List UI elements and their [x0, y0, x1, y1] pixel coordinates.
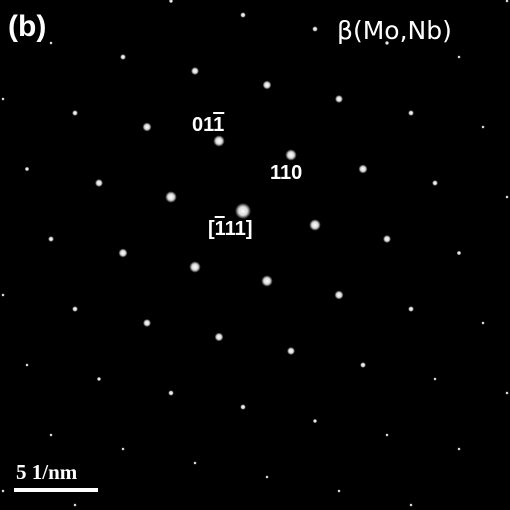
diffraction-spot	[189, 261, 201, 273]
diffraction-spot	[505, 391, 509, 395]
diffraction-spot	[335, 95, 343, 103]
diffraction-spot	[143, 319, 151, 327]
diffraction-spot	[261, 275, 273, 287]
diffraction-spot	[165, 191, 177, 203]
diffraction-spot	[72, 110, 78, 116]
diffraction-spot	[213, 135, 225, 147]
diffraction-spot	[142, 122, 152, 132]
panel-label: (b)	[8, 10, 47, 43]
diffraction-spot	[309, 219, 321, 231]
diffraction-spot	[505, 195, 509, 199]
diffraction-spot	[337, 489, 341, 493]
diffraction-spot	[409, 503, 413, 507]
diffraction-spot	[334, 290, 344, 300]
index-barred-digit: 1	[213, 114, 225, 136]
diffraction-spot	[384, 40, 390, 46]
diffraction-spot	[383, 235, 391, 243]
diffraction-spot	[457, 55, 461, 59]
diffraction-spot	[120, 54, 126, 60]
diffraction-spot	[118, 248, 128, 258]
miller-index-011: 011	[192, 114, 224, 137]
diffraction-spot	[456, 250, 462, 256]
diffraction-spot	[1, 293, 5, 297]
scale-bar	[14, 488, 98, 492]
diffraction-spot	[312, 418, 318, 424]
diffraction-spot	[287, 347, 295, 355]
diffraction-spot	[1, 489, 5, 493]
diffraction-spot	[168, 0, 174, 4]
diffraction-spot	[408, 110, 414, 116]
diffraction-spot	[1, 97, 5, 101]
zone-axis-label: [111]	[208, 218, 253, 241]
diffraction-spot	[265, 475, 269, 479]
phase-label: β(Mo,Nb)	[337, 16, 452, 45]
miller-index-110: 110	[270, 162, 303, 184]
scale-bar-label: 5 1/nm	[16, 460, 78, 484]
diffraction-spot	[214, 332, 224, 342]
diffraction-spot	[240, 404, 246, 410]
transmitted-beam-spot	[235, 203, 251, 219]
diffraction-spot	[72, 306, 78, 312]
diffraction-spot	[49, 41, 53, 45]
diffraction-spot	[95, 179, 103, 187]
diffraction-spot	[121, 447, 125, 451]
diffraction-spot	[240, 12, 246, 18]
diffraction-spot	[96, 376, 102, 382]
diffraction-spot	[48, 236, 54, 242]
diffraction-spot	[385, 433, 389, 437]
diffraction-spot	[358, 164, 368, 174]
diffraction-spot	[24, 166, 30, 172]
diffraction-spot	[457, 447, 461, 451]
diffraction-spot	[49, 433, 53, 437]
diffraction-spot	[25, 363, 29, 367]
diffraction-spot	[432, 180, 438, 186]
diffraction-spot	[285, 149, 297, 161]
zone-open-bracket: [	[208, 218, 215, 240]
diffraction-spot	[360, 362, 366, 368]
diffraction-spot	[312, 26, 318, 32]
zone-barred-digit: 1	[214, 218, 225, 240]
diffraction-spot	[168, 390, 174, 396]
diffraction-spot	[481, 321, 485, 325]
diffraction-spot	[262, 80, 272, 90]
diffraction-spot	[73, 503, 77, 507]
diffraction-spot	[505, 0, 509, 3]
diffraction-spot	[481, 125, 485, 129]
diffraction-spot	[408, 306, 414, 312]
diffraction-spot	[191, 67, 199, 75]
zone-rest: 11]	[224, 218, 253, 240]
diffraction-spot	[193, 461, 197, 465]
index-digits: 01	[192, 114, 214, 136]
diffraction-spot	[433, 377, 437, 381]
